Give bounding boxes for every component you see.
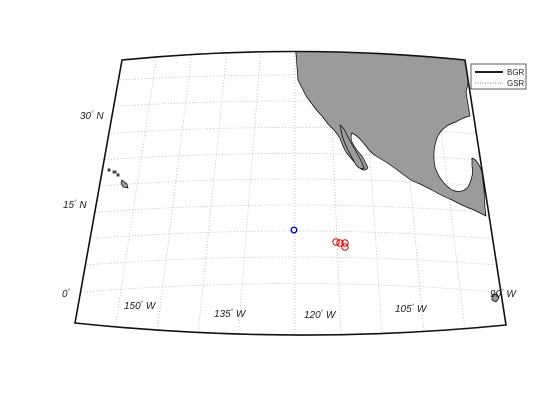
hawaii-island <box>116 173 120 177</box>
hawaii-big-island <box>120 179 129 189</box>
lon-label-135w: 135° W <box>214 309 247 320</box>
legend: BGR GSR <box>470 63 527 90</box>
lon-label-150w: 150° W <box>124 301 157 312</box>
map-frame <box>74 50 507 336</box>
lat-label-30n: 30° N <box>80 111 104 122</box>
marker-red <box>332 238 340 246</box>
baja-peninsula <box>339 124 365 169</box>
lon-label-90w: 90° W <box>490 289 517 300</box>
meridian-line <box>237 51 262 336</box>
galapagos-island <box>491 293 500 303</box>
lat-label-15n: 15° N <box>63 200 87 211</box>
marker-red <box>341 239 349 247</box>
hawaii-island <box>112 170 117 174</box>
lat-label-0: 0° <box>62 289 71 300</box>
marker-red <box>341 243 349 251</box>
hawaii-island <box>107 168 111 172</box>
marker-blue <box>290 226 298 234</box>
legend-box <box>470 63 527 90</box>
meridian-line <box>114 54 158 331</box>
legend-label-bgr: BGR <box>507 68 525 77</box>
markers-red <box>332 238 349 251</box>
legend-label-gsr: GSR <box>507 79 525 88</box>
land-masses <box>107 51 500 303</box>
lon-labels: 150° W 135° W 120° W 105° W 90° W <box>124 289 517 321</box>
lon-label-120w: 120° W <box>304 310 337 321</box>
meridian-line <box>397 51 425 334</box>
meridian-line <box>156 51 193 334</box>
markers-blue <box>290 226 298 234</box>
lat-labels: 30° N 15° N 0° <box>62 111 104 300</box>
lon-label-105w: 105° W <box>395 304 428 315</box>
marker-red <box>336 239 344 247</box>
